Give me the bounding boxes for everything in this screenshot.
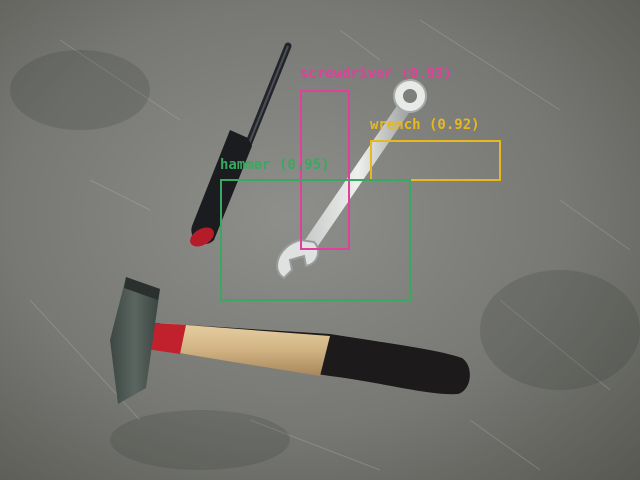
hammer [110, 277, 470, 404]
screwdriver-label: screwdriver (0.93) [300, 66, 452, 82]
wrench-label: wrench (0.92) [370, 117, 480, 133]
surface-scratches [29, 19, 631, 471]
hammer-label: hammer (0.95) [220, 157, 330, 173]
wrench [276, 79, 427, 280]
hammer-bounding-box [220, 179, 411, 301]
wrench-bounding-box [370, 140, 501, 181]
screwdriver-bounding-box [300, 90, 350, 250]
